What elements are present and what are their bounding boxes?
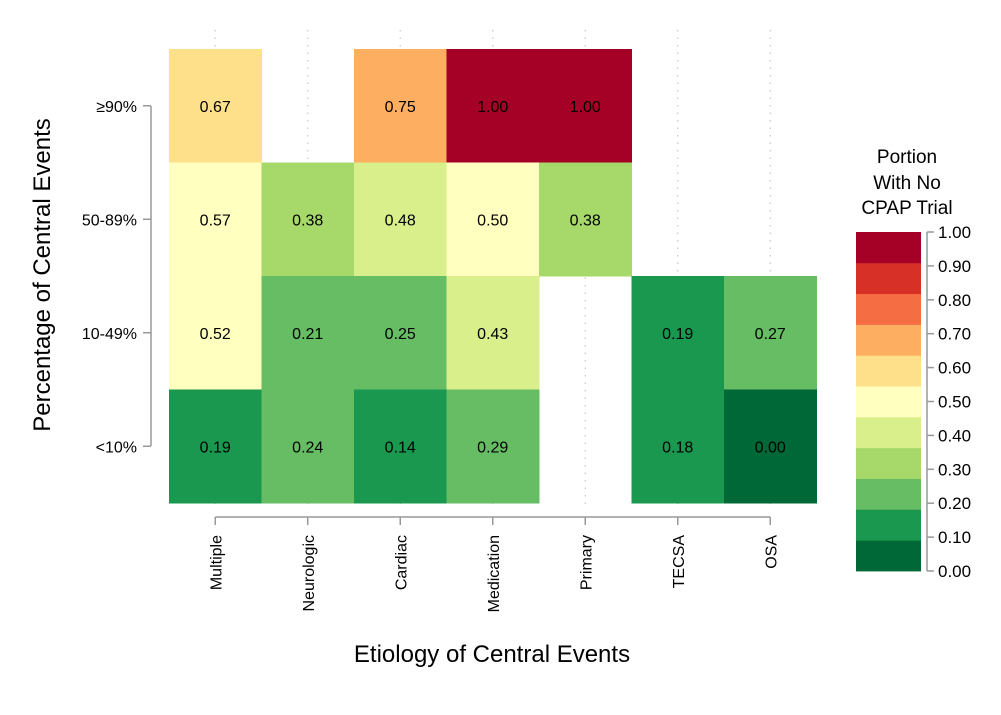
- cell-value-label: 0.50: [477, 212, 508, 229]
- cell-value-label: 0.48: [385, 212, 416, 229]
- heatmap-cell: [261, 389, 355, 504]
- legend-tick-label: 0.20: [938, 494, 971, 513]
- y-tick-label: 10-49%: [82, 326, 137, 343]
- x-tick-label: Multiple: [208, 535, 225, 590]
- cell-value-label: 1.00: [570, 99, 601, 116]
- legend-tick-label: 0.90: [938, 257, 971, 276]
- legend-color-bin: [856, 324, 921, 356]
- heatmap-cell: [446, 276, 540, 390]
- heatmap-cell: [354, 389, 447, 504]
- legend-tick-label: 0.50: [938, 393, 971, 412]
- legend-tick-label: 0.40: [938, 426, 971, 445]
- cell-value-label: 0.14: [385, 439, 416, 456]
- cell-value-label: 0.67: [200, 99, 231, 116]
- cell-value-label: 1.00: [477, 99, 508, 116]
- legend-color-bin: [856, 355, 921, 387]
- legend-color-bin: [856, 447, 921, 479]
- heatmap-cell: [446, 389, 540, 504]
- heatmap-cell: [539, 49, 632, 163]
- heatmap-cell: [169, 162, 262, 277]
- x-tick-label: Primary: [578, 535, 595, 590]
- heatmap-cell: [724, 389, 817, 504]
- heatmap-cell: [169, 276, 262, 390]
- legend-title-line: With No: [873, 173, 941, 194]
- cell-value-label: 0.75: [385, 99, 416, 116]
- x-tick-label: Cardiac: [393, 535, 410, 590]
- heatmap-cell: [446, 49, 540, 163]
- cell-value-label: 0.38: [292, 212, 323, 229]
- legend-tick-label: 0.80: [938, 291, 971, 310]
- cell-value-label: 0.19: [662, 326, 693, 343]
- cell-value-label: 0.29: [477, 439, 508, 456]
- heatmap-cell: [539, 162, 632, 277]
- legend-color-bin: [856, 293, 921, 325]
- cell-value-label: 0.18: [662, 439, 693, 456]
- legend-tick-label: 1.00: [938, 223, 971, 242]
- heatmap-cells: [169, 49, 817, 504]
- legend-tick-label: 0.00: [938, 562, 971, 581]
- heatmap-cell: [724, 276, 817, 390]
- heatmap-cell: [354, 276, 447, 390]
- x-tick-label: Medication: [486, 535, 503, 612]
- y-tick-label: ≥90%: [96, 99, 137, 116]
- legend-color-bin: [856, 540, 921, 572]
- legend-tick-label: 0.60: [938, 359, 971, 378]
- x-tick-label: OSA: [763, 535, 780, 569]
- y-tick-label: 50-89%: [82, 212, 137, 229]
- legend-title-line: CPAP Trial: [861, 198, 952, 219]
- legend-color-bin: [856, 416, 921, 449]
- x-axis-title: Etiology of Central Events: [354, 641, 630, 668]
- heatmap-cell: [354, 49, 447, 163]
- cell-value-label: 0.52: [200, 326, 231, 343]
- cell-value-labels: 0.67 0.75 1.00 1.00 0.57 0.38 0.48 0.50 0.38 0.52…: [200, 99, 786, 457]
- legend-tick-label: 0.30: [938, 460, 971, 479]
- heatmap-cell: [354, 162, 447, 277]
- y-tick-label: <10%: [96, 439, 137, 456]
- cell-value-label: 0.21: [292, 326, 323, 343]
- x-tick-label: Neurologic: [301, 535, 318, 611]
- heatmap-cell: [631, 389, 725, 504]
- cell-value-label: 0.57: [200, 212, 231, 229]
- color-legend: Portion With No CPAP Trial 1.00 0.90 0.80 0.70…: [856, 147, 971, 581]
- axes: ≥90% 50-89% 10-49% <10% Multiple Neurologic Ca…: [82, 99, 780, 613]
- cell-value-label: 0.25: [385, 326, 416, 343]
- heatmap-cell: [631, 276, 725, 390]
- cell-value-label: 0.43: [477, 326, 508, 343]
- legend-color-bin: [856, 232, 921, 264]
- cell-value-label: 0.38: [570, 212, 601, 229]
- cell-value-label: 0.24: [292, 439, 323, 456]
- legend-color-bin: [856, 478, 921, 510]
- heatmap-cell: [169, 389, 262, 504]
- legend-tick-label: 0.70: [938, 325, 971, 344]
- legend-tick-label: 0.10: [938, 528, 971, 547]
- heatmap-cell: [261, 162, 355, 277]
- legend-title-line: Portion: [877, 147, 937, 168]
- cell-value-label: 0.00: [755, 439, 786, 456]
- legend-color-bin: [856, 386, 921, 418]
- legend-color-bin: [856, 262, 921, 295]
- heatmap-cell: [169, 49, 262, 163]
- cell-value-label: 0.19: [200, 439, 231, 456]
- cell-value-label: 0.27: [755, 326, 786, 343]
- y-axis-title: Percentage of Central Events: [29, 118, 56, 432]
- x-tick-label: TECSA: [671, 535, 688, 589]
- heatmap-cell: [446, 162, 540, 277]
- heatmap-cell: [261, 276, 355, 390]
- legend-color-bin: [856, 509, 921, 541]
